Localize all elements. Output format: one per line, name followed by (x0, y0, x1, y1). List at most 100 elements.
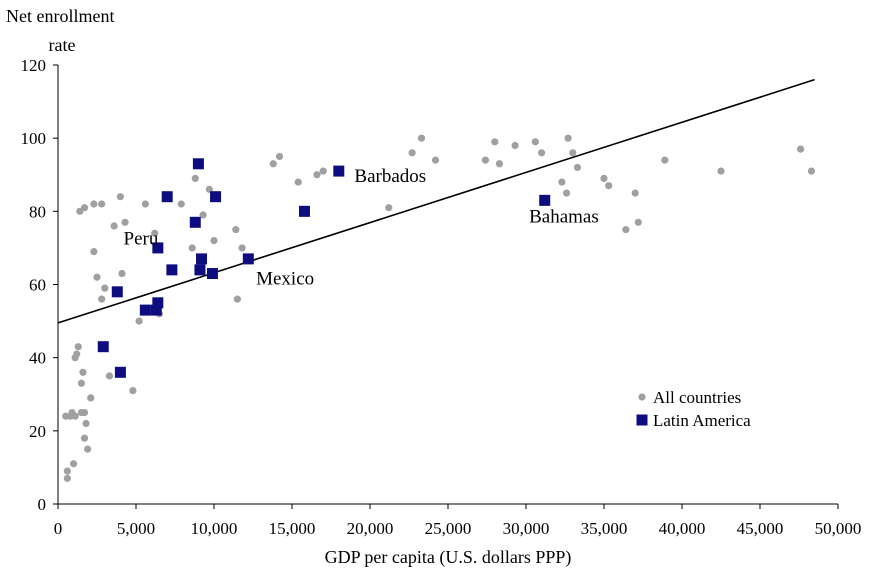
point-latin-america (539, 194, 551, 206)
point-all-countries (385, 204, 393, 212)
point-all-countries (79, 368, 87, 376)
point-all-countries (188, 244, 196, 252)
y-tick-label: 40 (29, 349, 46, 368)
point-all-countries (80, 408, 89, 417)
point-all-countries (717, 167, 725, 175)
point-all-countries (495, 160, 504, 168)
point-all-countries (569, 149, 577, 157)
x-tick-label: 25,000 (425, 519, 472, 538)
point-latin-america (206, 268, 218, 280)
point-all-countries (90, 200, 98, 208)
point-all-countries (269, 160, 277, 168)
point-all-countries (101, 284, 109, 292)
data-points (62, 134, 816, 482)
legend: All countries Latin America (636, 388, 751, 430)
point-all-countries (71, 412, 79, 420)
x-tick-label: 45,000 (737, 519, 784, 538)
point-all-countries (238, 244, 246, 252)
point-all-countries (105, 372, 114, 380)
point-latin-america (298, 205, 310, 217)
point-latin-america (152, 242, 164, 254)
y-tick-label: 20 (29, 422, 46, 441)
point-latin-america (152, 297, 164, 309)
y-tick-label: 100 (21, 129, 47, 148)
point-all-countries (90, 247, 98, 256)
point-all-countries (80, 204, 89, 212)
point-latin-america (242, 253, 254, 265)
point-all-countries (558, 178, 566, 186)
point-all-countries (562, 189, 571, 197)
point-all-countries (205, 185, 213, 193)
point-all-countries (511, 141, 519, 150)
point-all-countries (191, 174, 199, 183)
point-latin-america (111, 286, 123, 298)
y-tick-label: 60 (29, 276, 46, 295)
point-all-countries (82, 419, 90, 428)
point-all-countries (313, 171, 321, 179)
point-all-countries (177, 200, 185, 208)
x-tick-label: 20,000 (347, 519, 394, 538)
point-all-countries (417, 134, 426, 142)
annotations: Peru Barbados Mexico Bahamas (124, 166, 599, 289)
point-all-countries (70, 460, 78, 468)
point-all-countries (600, 174, 608, 183)
point-all-countries (129, 386, 137, 395)
point-all-countries (294, 178, 302, 186)
x-tick-label: 5,000 (117, 519, 155, 538)
point-all-countries (573, 163, 582, 172)
point-all-countries (210, 237, 218, 245)
point-all-countries (564, 134, 572, 142)
trendline (57, 78, 815, 324)
point-latin-america (333, 165, 345, 177)
point-all-countries (431, 156, 440, 164)
point-latin-america (194, 264, 206, 276)
point-all-countries (98, 295, 106, 303)
point-all-countries (796, 145, 805, 153)
point-all-countries (605, 182, 613, 190)
point-latin-america (166, 264, 178, 276)
point-all-countries (135, 317, 143, 325)
point-latin-america (189, 216, 201, 228)
point-latin-america (196, 253, 208, 265)
point-all-countries (634, 218, 642, 226)
x-tick-label: 30,000 (503, 519, 550, 538)
legend-label-latin-america: Latin America (653, 411, 751, 430)
x-tick-label: 40,000 (659, 519, 706, 538)
point-all-countries (408, 149, 416, 157)
point-all-countries (481, 156, 490, 164)
point-all-countries (491, 138, 499, 146)
annotation-bahamas: Bahamas (529, 206, 599, 227)
y-tick-label: 0 (38, 495, 47, 514)
y-axis-ticks: 0 20 40 60 80 100 120 (21, 56, 58, 514)
point-latin-america (150, 304, 162, 316)
point-all-countries (63, 474, 71, 482)
y-tick-label: 80 (29, 202, 46, 221)
point-all-countries (93, 273, 101, 281)
trendline-group (57, 78, 815, 324)
x-tick-label: 35,000 (581, 519, 628, 538)
point-all-countries (538, 149, 546, 157)
point-all-countries (63, 467, 71, 475)
y-axis-title-line2: rate (49, 35, 76, 55)
point-latin-america (161, 191, 173, 203)
x-tick-label: 50,000 (815, 519, 862, 538)
legend-marker-all-countries (638, 393, 646, 401)
point-all-countries (73, 350, 81, 358)
point-all-countries (118, 269, 126, 278)
point-latin-america (139, 304, 151, 316)
legend-label-all-countries: All countries (653, 388, 741, 407)
point-all-countries (98, 200, 106, 208)
y-tick-label: 120 (21, 56, 47, 75)
point-all-countries (84, 445, 92, 453)
x-axis-ticks: 0 5,000 10,000 15,000 20,000 25,000 30,000 35,0… (54, 504, 862, 538)
annotation-mexico: Mexico (256, 269, 314, 290)
point-all-countries (87, 394, 95, 402)
point-all-countries (121, 218, 129, 226)
x-tick-label: 15,000 (269, 519, 316, 538)
point-latin-america (114, 366, 126, 378)
point-all-countries (116, 193, 124, 201)
point-all-countries (232, 226, 240, 234)
point-all-countries (110, 222, 118, 230)
point-all-countries (807, 167, 816, 175)
point-all-countries (275, 152, 284, 161)
